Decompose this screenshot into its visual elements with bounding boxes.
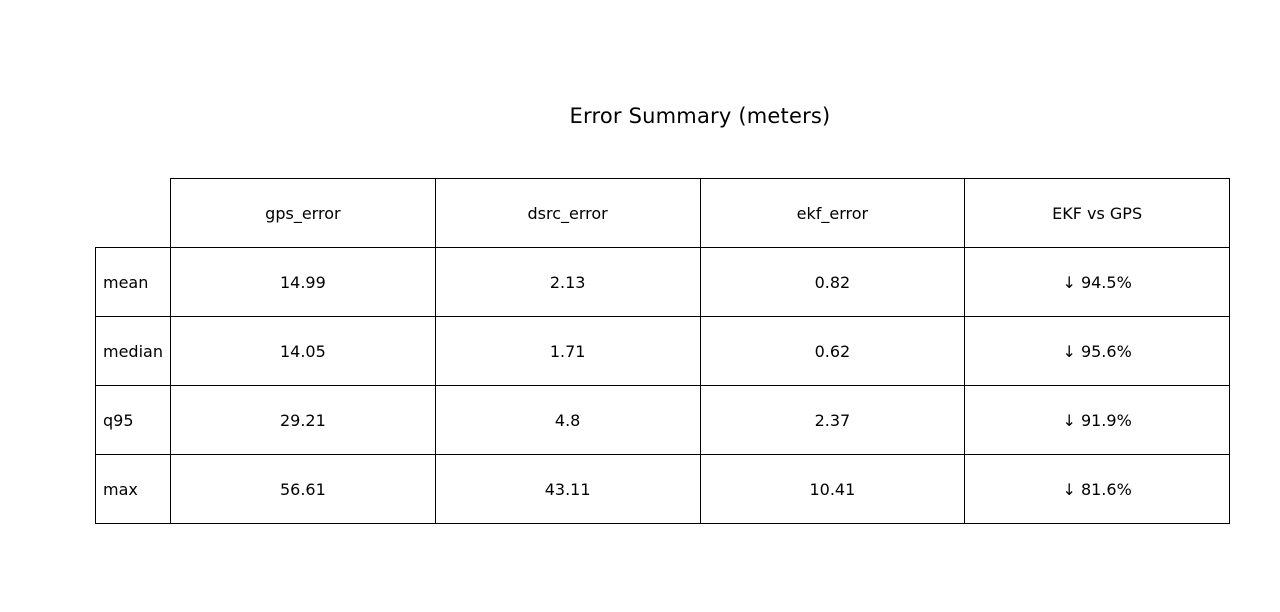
table-cell: 29.21	[170, 385, 436, 455]
error-summary-table: gps_error dsrc_error ekf_error EKF vs GP…	[95, 178, 1230, 524]
table-cell: 10.41	[699, 454, 966, 524]
column-header-dsrc-error: dsrc_error	[434, 178, 701, 248]
header-row: gps_error dsrc_error ekf_error EKF vs GP…	[96, 178, 1230, 248]
table-cell: 1.71	[434, 316, 701, 386]
table-cell: 56.61	[170, 454, 436, 524]
row-label-q95: q95	[95, 385, 171, 455]
table-row: mean 14.99 2.13 0.82 ↓ 94.5%	[95, 247, 1230, 317]
table-cell: 2.13	[434, 247, 701, 317]
row-label-mean: mean	[95, 247, 171, 317]
table-cell: ↓ 95.6%	[964, 316, 1230, 386]
column-header-ekf-error: ekf_error	[699, 178, 966, 248]
table-cell: 14.99	[170, 247, 436, 317]
row-label-median: median	[95, 316, 171, 386]
table-cell: 0.82	[699, 247, 966, 317]
table-title: Error Summary (meters)	[569, 104, 831, 128]
table-cell: 0.62	[699, 316, 966, 386]
error-summary-table-container: gps_error dsrc_error ekf_error EKF vs GP…	[95, 178, 1230, 524]
table-cell: ↓ 91.9%	[964, 385, 1230, 455]
table-row: q95 29.21 4.8 2.37 ↓ 91.9%	[95, 385, 1230, 455]
table-cell: 2.37	[699, 385, 966, 455]
table-cell: ↓ 81.6%	[964, 454, 1230, 524]
table-cell: 43.11	[434, 454, 701, 524]
column-header-gps-error: gps_error	[170, 178, 436, 248]
table-row: median 14.05 1.71 0.62 ↓ 95.6%	[95, 316, 1230, 386]
corner-cell	[96, 179, 171, 248]
table-row: max 56.61 43.11 10.41 ↓ 81.6%	[95, 454, 1230, 524]
row-label-max: max	[95, 454, 171, 524]
table-cell: 14.05	[170, 316, 436, 386]
column-header-ekf-vs-gps: EKF vs GPS	[964, 178, 1230, 248]
table-cell: 4.8	[434, 385, 701, 455]
table-cell: ↓ 94.5%	[964, 247, 1230, 317]
